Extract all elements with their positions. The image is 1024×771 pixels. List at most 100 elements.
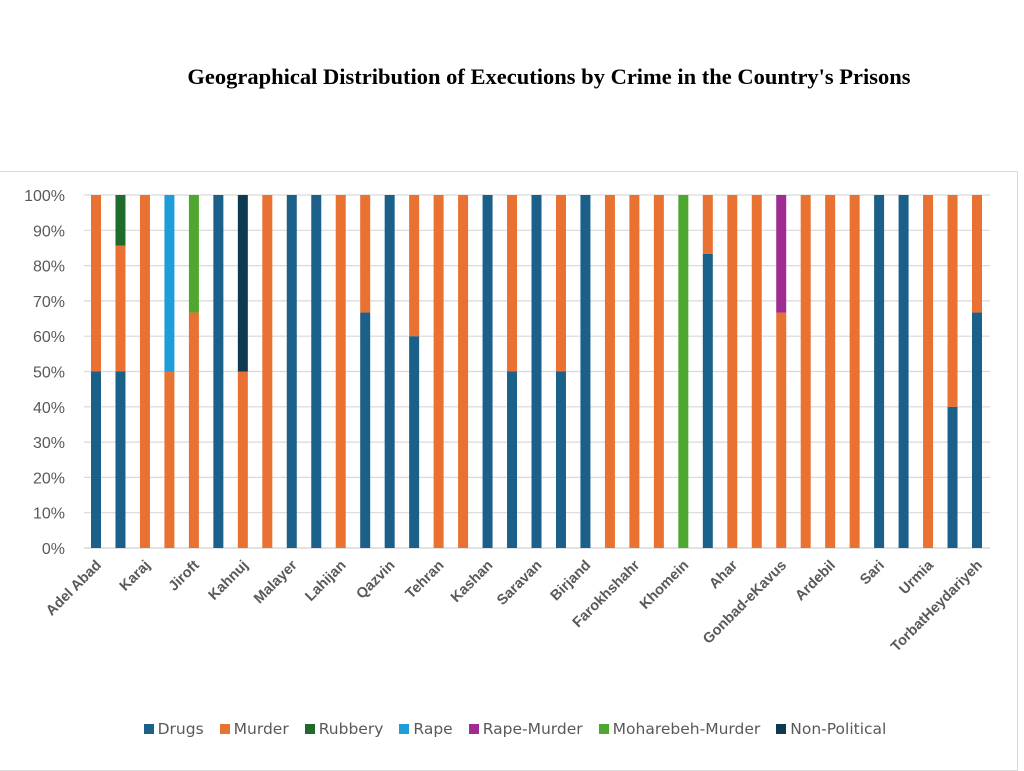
x-tick-label: Gonbad-eKavus <box>700 558 790 648</box>
bar-segment-murder <box>629 195 640 548</box>
bar-segment-drugs <box>702 253 713 549</box>
x-tick-label: Saravan <box>494 558 545 609</box>
x-tick-label: Sari <box>857 558 888 589</box>
bar-segment-murder <box>409 195 420 337</box>
legend-item: Rubbery <box>304 720 384 738</box>
bar-segment-murder <box>800 195 811 548</box>
legend-item: Drugs <box>143 720 204 738</box>
bar-segment-drugs <box>115 371 126 548</box>
bar-segment-drugs <box>898 195 909 548</box>
legend-label: Murder <box>233 720 289 738</box>
x-tick-label: Karaj <box>117 558 154 595</box>
bar-segment-murder <box>262 195 273 548</box>
bar-segment-murder <box>776 312 787 548</box>
x-tick-label: Ardebil <box>792 558 839 605</box>
bar-segment-murder <box>947 195 958 407</box>
bar-segment-murder <box>360 195 371 313</box>
x-tick-label: Adel Abad <box>43 558 105 620</box>
bar-segment-murder <box>91 195 101 372</box>
bar-segment-murder <box>433 195 444 548</box>
x-tick-label: Kahnuj <box>206 558 252 604</box>
bar-segment-drugs <box>555 371 566 548</box>
y-axis-ticks: 0% 10% 20% 30% 40% 50% 60% 70% 80% 90% 100% <box>24 188 65 558</box>
x-tick-label: TorbatHeydariyeh <box>888 558 986 656</box>
bar-segment-murder <box>335 195 346 548</box>
bar-segment-drugs <box>384 195 395 548</box>
bar-segment-non-political <box>237 195 248 372</box>
bar-segment-drugs <box>580 195 591 548</box>
bar-segment-murder <box>188 312 199 548</box>
y-tick-label: 60% <box>33 329 65 346</box>
legend-item: Moharebeh-Murder <box>598 720 761 738</box>
bar-segment-rape <box>164 195 175 372</box>
bar-segment-murder <box>115 245 126 372</box>
x-tick-label: Ahar <box>706 557 741 592</box>
legend-item: Non-Political <box>776 720 886 738</box>
legend-label: Drugs <box>157 720 204 738</box>
bar-segment-murder <box>825 195 836 548</box>
y-tick-label: 10% <box>33 506 65 523</box>
legend-swatch <box>219 724 230 734</box>
legend-label: Moharebeh-Murder <box>612 720 761 738</box>
bar-segment-drugs <box>482 195 493 548</box>
y-tick-label: 100% <box>24 188 65 205</box>
bar-segment-murder <box>751 195 762 548</box>
y-tick-label: 40% <box>33 400 65 417</box>
bar-segment-murder <box>507 195 518 372</box>
legend-swatch <box>468 724 479 734</box>
y-tick-label: 50% <box>33 365 65 382</box>
bar-segment-murder <box>653 195 664 548</box>
legend-label: Rubbery <box>318 720 384 738</box>
legend-swatch <box>598 724 609 734</box>
x-tick-label: Jiroft <box>166 557 203 594</box>
legend-item: Murder <box>219 720 289 738</box>
bar-segment-murder <box>849 195 860 548</box>
legend: Drugs Murder Rubbery Rape Rape-Murder Mohareb… <box>0 720 1024 738</box>
bar-segment-moharebeh-murder <box>678 195 689 548</box>
legend-swatch <box>304 724 315 734</box>
legend-swatch <box>399 724 410 734</box>
legend-label: Non-Political <box>790 720 887 738</box>
bar-segment-drugs <box>213 195 224 548</box>
y-tick-label: 70% <box>33 294 65 311</box>
y-tick-label: 20% <box>33 470 65 487</box>
x-tick-label: Urmia <box>897 557 938 598</box>
legend-label: Rape-Murder <box>482 720 583 738</box>
bar-segment-murder <box>139 195 150 548</box>
legend-item: Rape-Murder <box>468 720 583 738</box>
bar-segment-murder <box>164 371 175 548</box>
bar-segment-drugs <box>91 371 101 548</box>
chart-title: Geographical Distribution of Executions … <box>187 64 911 89</box>
bar-segment-drugs <box>360 312 371 548</box>
bar-segment-moharebeh-murder <box>188 195 199 313</box>
x-tick-label: Lahijan <box>302 558 349 605</box>
bar-segment-drugs <box>531 195 542 548</box>
y-tick-label: 90% <box>33 223 65 240</box>
bar-segment-drugs <box>409 336 420 548</box>
legend-label: Rape <box>413 720 453 738</box>
y-tick-label: 30% <box>33 435 65 452</box>
bar-segment-drugs <box>286 195 297 548</box>
x-tick-label: Tehran <box>403 558 448 603</box>
bar-segment-murder <box>555 195 566 372</box>
bar-segment-drugs <box>947 406 958 548</box>
bar-segment-murder <box>604 195 615 548</box>
x-tick-label: Khomein <box>637 558 692 613</box>
bar-segment-murder <box>458 195 469 548</box>
x-tick-label: Qazvin <box>354 558 399 603</box>
bar-segment-rubbery <box>115 195 126 246</box>
y-tick-label: 80% <box>33 259 65 276</box>
x-tick-label: Birjand <box>548 558 595 605</box>
bars <box>91 195 982 549</box>
bar-segment-murder <box>923 195 934 548</box>
bar-segment-murder <box>237 371 248 548</box>
bar-segment-murder <box>702 195 713 254</box>
bar-segment-murder <box>972 195 982 313</box>
y-tick-label: 0% <box>42 541 65 558</box>
bar-segment-drugs <box>972 312 982 548</box>
legend-swatch <box>776 724 787 734</box>
bar-segment-murder <box>727 195 738 548</box>
legend-item: Rape <box>399 720 453 738</box>
x-tick-label: Kashan <box>448 558 496 606</box>
